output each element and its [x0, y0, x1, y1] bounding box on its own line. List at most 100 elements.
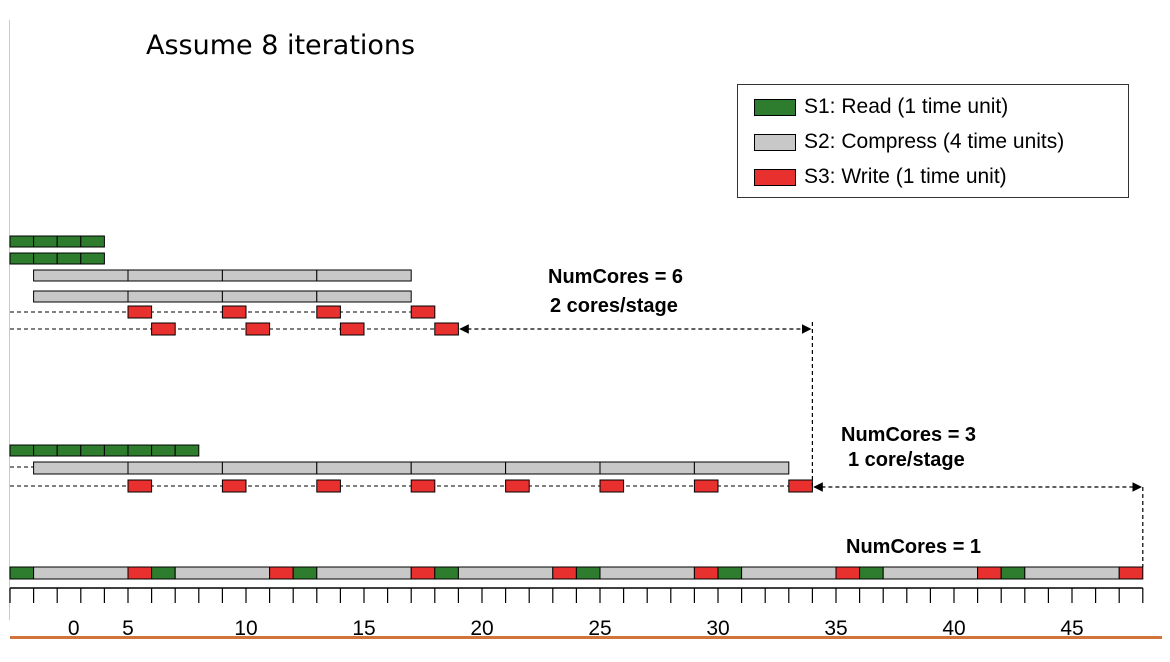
read-block — [33, 444, 58, 457]
read-block — [9, 444, 35, 457]
write-block — [221, 479, 247, 493]
read-block — [33, 235, 58, 248]
write-block — [835, 566, 861, 580]
compress-block — [127, 461, 223, 475]
read-swatch — [754, 98, 796, 116]
write-block — [127, 305, 153, 319]
axis-tick-label: 35 — [824, 617, 847, 640]
read-block — [80, 444, 105, 457]
write-block — [505, 479, 530, 493]
axis-tick-label: 15 — [352, 617, 375, 640]
compress-block — [316, 290, 412, 303]
read-block — [103, 444, 129, 457]
page-title: Assume 8 iterations — [146, 30, 416, 61]
compress-block — [741, 566, 837, 580]
write-block — [599, 479, 625, 493]
read-block — [434, 566, 459, 580]
compress-block — [599, 461, 695, 475]
compress-block — [221, 290, 318, 303]
compress-block — [221, 269, 318, 282]
write-block — [693, 479, 719, 493]
read-block — [9, 566, 35, 580]
read-block — [292, 566, 318, 580]
write-block — [977, 566, 1002, 580]
scenario-annotation: 1 core/stage — [848, 449, 965, 471]
legend-item-read: S1: Read (1 time unit) — [754, 95, 1008, 119]
read-block — [859, 566, 884, 580]
write-block — [693, 566, 719, 580]
write-swatch — [754, 168, 796, 186]
read-block — [575, 566, 601, 580]
compress-block — [33, 461, 129, 475]
legend: S1: Read (1 time unit) S2: Compress (4 t… — [737, 84, 1129, 198]
write-block — [269, 566, 294, 580]
compress-block — [127, 269, 223, 282]
write-block — [245, 322, 271, 336]
axis-tick-label: 10 — [234, 617, 257, 640]
write-block — [410, 479, 436, 493]
write-block — [434, 322, 459, 336]
write-block — [221, 305, 247, 319]
compress-block — [505, 461, 601, 475]
compress-block — [410, 461, 507, 475]
axis-tick-label: 30 — [706, 617, 729, 640]
legend-label-compress: S2: Compress (4 time units) — [804, 130, 1065, 153]
read-block — [56, 444, 82, 457]
axis-tick-label: 20 — [470, 617, 493, 640]
compress-block — [693, 461, 790, 475]
write-block — [410, 305, 436, 319]
write-block — [552, 566, 577, 580]
compress-block — [33, 290, 129, 303]
read-block — [151, 444, 176, 457]
compress-block — [316, 566, 412, 580]
bottom-rule — [10, 636, 1162, 639]
write-block — [410, 566, 436, 580]
compress-block — [1024, 566, 1120, 580]
read-block — [9, 252, 35, 265]
compress-block — [882, 566, 979, 580]
write-block — [316, 479, 341, 493]
write-block — [127, 479, 153, 493]
legend-item-compress: S2: Compress (4 time units) — [754, 130, 1064, 154]
axis-tick-label: 0 — [68, 617, 80, 640]
read-block — [56, 252, 82, 265]
write-block — [316, 305, 341, 319]
legend-label-read: S1: Read (1 time unit) — [804, 95, 1009, 118]
axis-tick-label: 40 — [942, 617, 965, 640]
write-block — [339, 322, 365, 336]
compress-block — [316, 269, 412, 282]
scenario-annotation: NumCores = 6 — [548, 266, 683, 288]
read-block — [56, 235, 82, 248]
write-block — [151, 322, 176, 336]
read-block — [127, 444, 153, 457]
compress-swatch — [754, 133, 796, 151]
read-block — [80, 252, 105, 265]
compress-block — [316, 461, 412, 475]
axis-tick-label: 25 — [588, 617, 611, 640]
axis-tick-label: 5 — [122, 617, 134, 640]
read-block — [33, 252, 58, 265]
write-block — [788, 479, 813, 493]
write-block — [127, 566, 153, 580]
scenario-annotation: NumCores = 3 — [841, 424, 976, 446]
legend-item-write: S3: Write (1 time unit) — [754, 165, 1007, 189]
left-edge-rule — [9, 20, 10, 620]
scenario-annotation: NumCores = 1 — [846, 536, 981, 558]
scenario-annotation: 2 cores/stage — [550, 295, 678, 317]
compress-block — [33, 269, 129, 282]
axis-tick-label: 45 — [1060, 617, 1083, 640]
read-block — [151, 566, 176, 580]
compress-block — [33, 566, 129, 580]
write-block — [1118, 566, 1144, 580]
compress-block — [599, 566, 695, 580]
read-block — [717, 566, 743, 580]
compress-block — [457, 566, 554, 580]
read-block — [174, 444, 200, 457]
read-block — [9, 235, 35, 248]
compress-block — [221, 461, 318, 475]
read-block — [80, 235, 105, 248]
compress-block — [174, 566, 271, 580]
compress-block — [127, 290, 223, 303]
read-block — [1000, 566, 1026, 580]
